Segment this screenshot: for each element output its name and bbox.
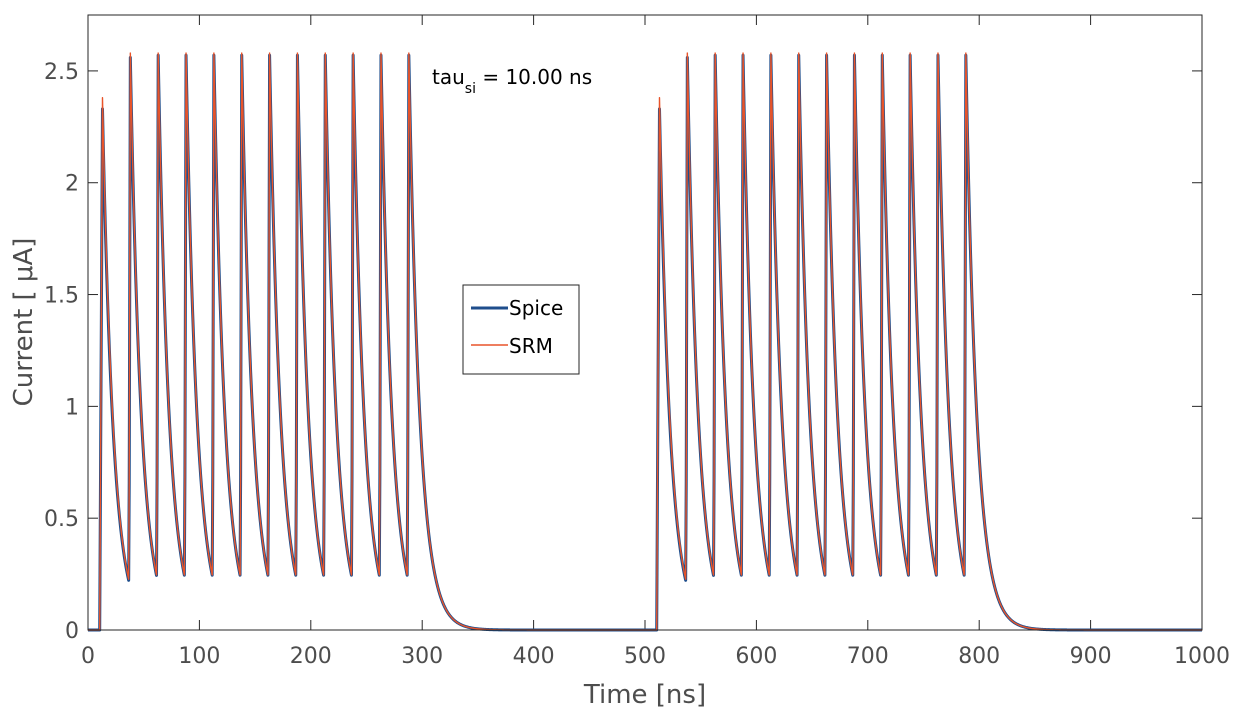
x-tick-label: 800 xyxy=(958,644,1000,669)
x-tick-label: 300 xyxy=(401,644,443,669)
legend-label-srm: SRM xyxy=(509,334,553,358)
legend: Spice SRM xyxy=(462,284,580,375)
x-tick-label: 100 xyxy=(178,644,220,669)
x-tick-label: 700 xyxy=(847,644,889,669)
y-axis-ticks: 0 0.5 1 1.5 2 2.5 xyxy=(44,60,1202,644)
x-tick-label: 200 xyxy=(290,644,332,669)
x-axis-label: Time [ns] xyxy=(583,680,706,710)
x-tick-label: 1000 xyxy=(1174,644,1230,669)
tau-annotation-rest: = 10.00 ns xyxy=(476,65,592,89)
y-tick-label: 2.5 xyxy=(44,60,79,85)
y-tick-label: 0.5 xyxy=(44,507,79,532)
y-axis-label: Current [ μA] xyxy=(9,238,39,407)
y-tick-label: 1.5 xyxy=(44,284,79,309)
x-tick-label: 500 xyxy=(624,644,666,669)
x-tick-label: 600 xyxy=(735,644,777,669)
x-tick-label: 400 xyxy=(513,644,555,669)
tau-annotation: tausi = 10.00 ns xyxy=(432,65,592,97)
y-tick-label: 2 xyxy=(65,172,79,197)
x-tick-label: 0 xyxy=(81,644,95,669)
tau-annotation-subscript: si xyxy=(465,81,476,97)
y-tick-label: 0 xyxy=(65,619,79,644)
y-tick-label: 1 xyxy=(65,395,79,420)
x-axis-ticks: 0 100 200 300 400 500 600 700 800 900 1000 xyxy=(81,15,1230,669)
legend-label-spice: Spice xyxy=(509,296,563,320)
legend-box xyxy=(462,284,580,375)
plot-area xyxy=(88,15,1202,630)
plot-frame xyxy=(87,14,1203,631)
x-tick-label: 900 xyxy=(1070,644,1112,669)
tau-annotation-base: tau xyxy=(432,65,465,89)
